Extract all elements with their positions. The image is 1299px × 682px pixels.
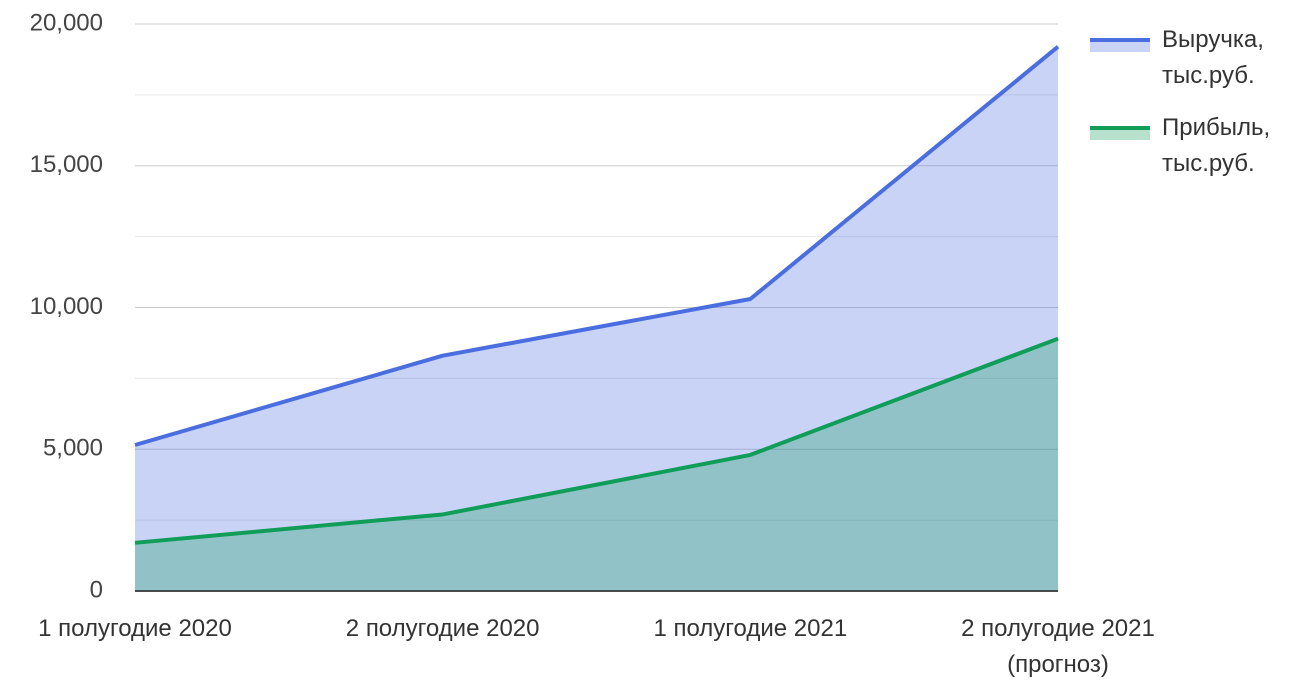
line [134,336,1059,545]
y-tick-label: 10,000 [30,293,103,320]
y-tick-label: 15,000 [30,151,103,178]
legend-label: Прибыль, тыс.руб. [1162,114,1271,177]
x-tick-label: 1 полугодие 2020 [38,615,232,642]
legend-swatch [1090,128,1150,140]
area [135,46,1058,592]
y-tick-label: 0 [90,576,103,603]
line [134,45,1060,447]
legend-swatch [1090,40,1150,52]
x-tick-label: 2 полугодие 2021 (прогноз) [961,615,1155,678]
area [135,338,1058,591]
x-tick-label: 1 полугодие 2021 [653,615,848,642]
x-tick-label: 2 полугодие 2020 [345,615,540,642]
y-tick-label: 20,000 [30,9,103,36]
legend-label: Выручка, тыс.руб. [1162,26,1264,89]
y-tick-label: 5,000 [43,435,103,462]
